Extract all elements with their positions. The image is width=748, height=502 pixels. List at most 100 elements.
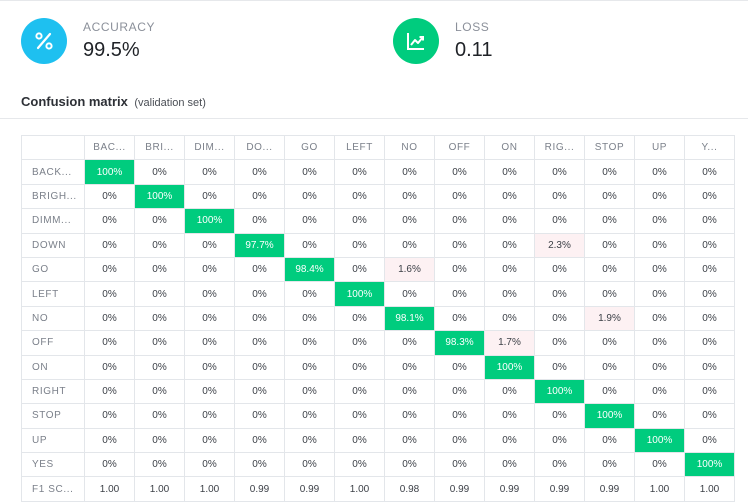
matrix-cell: 0% xyxy=(434,159,485,185)
matrix-cell: 0% xyxy=(434,232,485,258)
column-header: DIM... xyxy=(184,134,235,161)
matrix-cell: 0% xyxy=(334,427,385,454)
section-subtitle: (validation set) xyxy=(134,97,206,109)
matrix-cell: 0% xyxy=(334,330,385,356)
row-header: YES xyxy=(21,452,85,478)
matrix-cell: 0% xyxy=(284,330,335,356)
f1-score-row: F1 SC... 1.00 1.00 1.00 0.99 0.99 1.00 0.98 0.99… xyxy=(21,476,735,502)
matrix-cell: 0% xyxy=(84,403,135,429)
row-header: BRIGH... xyxy=(21,183,85,210)
diagonal-cell: 100% xyxy=(484,354,535,380)
matrix-cell: 0% xyxy=(234,208,285,234)
diagonal-cell: 98.3% xyxy=(434,330,485,356)
error-cell: 1.6% xyxy=(384,256,435,283)
matrix-cell: 0% xyxy=(234,281,285,307)
column-header: UP xyxy=(634,134,685,161)
matrix-cell: 0% xyxy=(334,159,385,185)
column-header: DO... xyxy=(234,134,285,161)
row-header: LEFT xyxy=(21,281,85,307)
f1-score-cell: 0.99 xyxy=(584,476,635,502)
matrix-cell: 0% xyxy=(534,354,585,380)
matrix-cell: 0% xyxy=(584,183,635,210)
matrix-cell: 0% xyxy=(84,305,135,332)
column-header: BRI... xyxy=(134,134,185,161)
matrix-cell: 0% xyxy=(684,354,735,380)
matrix-cell: 0% xyxy=(234,330,285,356)
row-header: DOWN xyxy=(21,232,85,258)
matrix-cell: 0% xyxy=(284,305,335,332)
matrix-cell: 0% xyxy=(484,403,535,429)
f1-score-cell: 0.98 xyxy=(384,476,435,502)
matrix-row: DIMM... 0% 0% 100% 0% 0% 0% 0% 0% 0% 0% 0% 0% 0% xyxy=(21,208,735,234)
matrix-cell: 0% xyxy=(84,183,135,210)
column-header: GO xyxy=(284,134,335,161)
matrix-cell: 0% xyxy=(234,159,285,185)
section-heading: Confusion matrix (validation set) xyxy=(21,93,206,111)
matrix-cell: 0% xyxy=(334,183,385,210)
diagonal-cell: 100% xyxy=(184,208,235,234)
matrix-cell: 0% xyxy=(434,208,485,234)
accuracy-label: ACCURACY xyxy=(83,20,156,34)
matrix-cell: 0% xyxy=(384,281,435,307)
matrix-cell: 0% xyxy=(134,232,185,258)
f1-score-cell: 1.00 xyxy=(684,476,735,502)
accuracy-badge xyxy=(21,18,67,64)
loss-label: LOSS xyxy=(455,20,490,34)
matrix-cell: 0% xyxy=(634,232,685,258)
matrix-row: RIGHT 0% 0% 0% 0% 0% 0% 0% 0% 0% 100% 0% 0% 0% xyxy=(21,378,735,405)
matrix-cell: 0% xyxy=(534,183,585,210)
diagonal-cell: 100% xyxy=(134,183,185,210)
matrix-cell: 0% xyxy=(534,208,585,234)
matrix-cell: 0% xyxy=(534,159,585,185)
matrix-cell: 0% xyxy=(434,378,485,405)
column-header: BAC... xyxy=(84,134,135,161)
matrix-cell: 0% xyxy=(134,305,185,332)
matrix-cell: 0% xyxy=(684,208,735,234)
matrix-cell: 0% xyxy=(134,330,185,356)
matrix-cell: 0% xyxy=(434,427,485,454)
matrix-cell: 0% xyxy=(634,256,685,283)
matrix-row: OFF 0% 0% 0% 0% 0% 0% 0% 98.3% 1.7% 0% 0% 0% 0% xyxy=(21,330,735,356)
matrix-cell: 0% xyxy=(184,378,235,405)
matrix-cell: 0% xyxy=(584,159,635,185)
matrix-cell: 0% xyxy=(634,403,685,429)
confusion-matrix-table: BAC... BRI... DIM... DO... GO LEFT NO OFF ON RIG.… xyxy=(21,134,735,502)
section-title: Confusion matrix xyxy=(21,94,128,109)
loss-badge xyxy=(393,18,439,64)
matrix-cell: 0% xyxy=(234,354,285,380)
matrix-cell: 0% xyxy=(334,403,385,429)
row-header: NO xyxy=(21,305,85,332)
matrix-cell: 0% xyxy=(684,232,735,258)
matrix-cell: 0% xyxy=(234,183,285,210)
row-header: DIMM... xyxy=(21,208,85,234)
matrix-cell: 0% xyxy=(684,183,735,210)
matrix-cell: 0% xyxy=(384,452,435,478)
diagonal-cell: 100% xyxy=(84,159,135,185)
row-header: BACK... xyxy=(21,159,85,185)
matrix-cell: 0% xyxy=(334,354,385,380)
matrix-row: LEFT 0% 0% 0% 0% 0% 100% 0% 0% 0% 0% 0% 0% 0% xyxy=(21,281,735,307)
matrix-cell: 0% xyxy=(284,427,335,454)
f1-score-cell: 1.00 xyxy=(334,476,385,502)
matrix-cell: 0% xyxy=(534,330,585,356)
matrix-cell: 0% xyxy=(484,183,535,210)
matrix-cell: 0% xyxy=(684,427,735,454)
matrix-cell: 0% xyxy=(334,378,385,405)
matrix-cell: 0% xyxy=(484,378,535,405)
matrix-row: YES 0% 0% 0% 0% 0% 0% 0% 0% 0% 0% 0% 0% 100% xyxy=(21,452,735,478)
matrix-cell: 0% xyxy=(434,354,485,380)
matrix-cell: 0% xyxy=(184,232,235,258)
matrix-cell: 0% xyxy=(84,452,135,478)
matrix-cell: 0% xyxy=(634,183,685,210)
matrix-cell: 0% xyxy=(134,452,185,478)
matrix-cell: 0% xyxy=(584,427,635,454)
matrix-cell: 0% xyxy=(284,452,335,478)
f1-score-cell: 0.99 xyxy=(284,476,335,502)
matrix-cell: 0% xyxy=(434,183,485,210)
matrix-cell: 0% xyxy=(584,378,635,405)
matrix-cell: 0% xyxy=(84,232,135,258)
matrix-cell: 0% xyxy=(284,208,335,234)
matrix-cell: 0% xyxy=(384,232,435,258)
diagonal-cell: 100% xyxy=(534,378,585,405)
matrix-cell: 0% xyxy=(484,452,535,478)
